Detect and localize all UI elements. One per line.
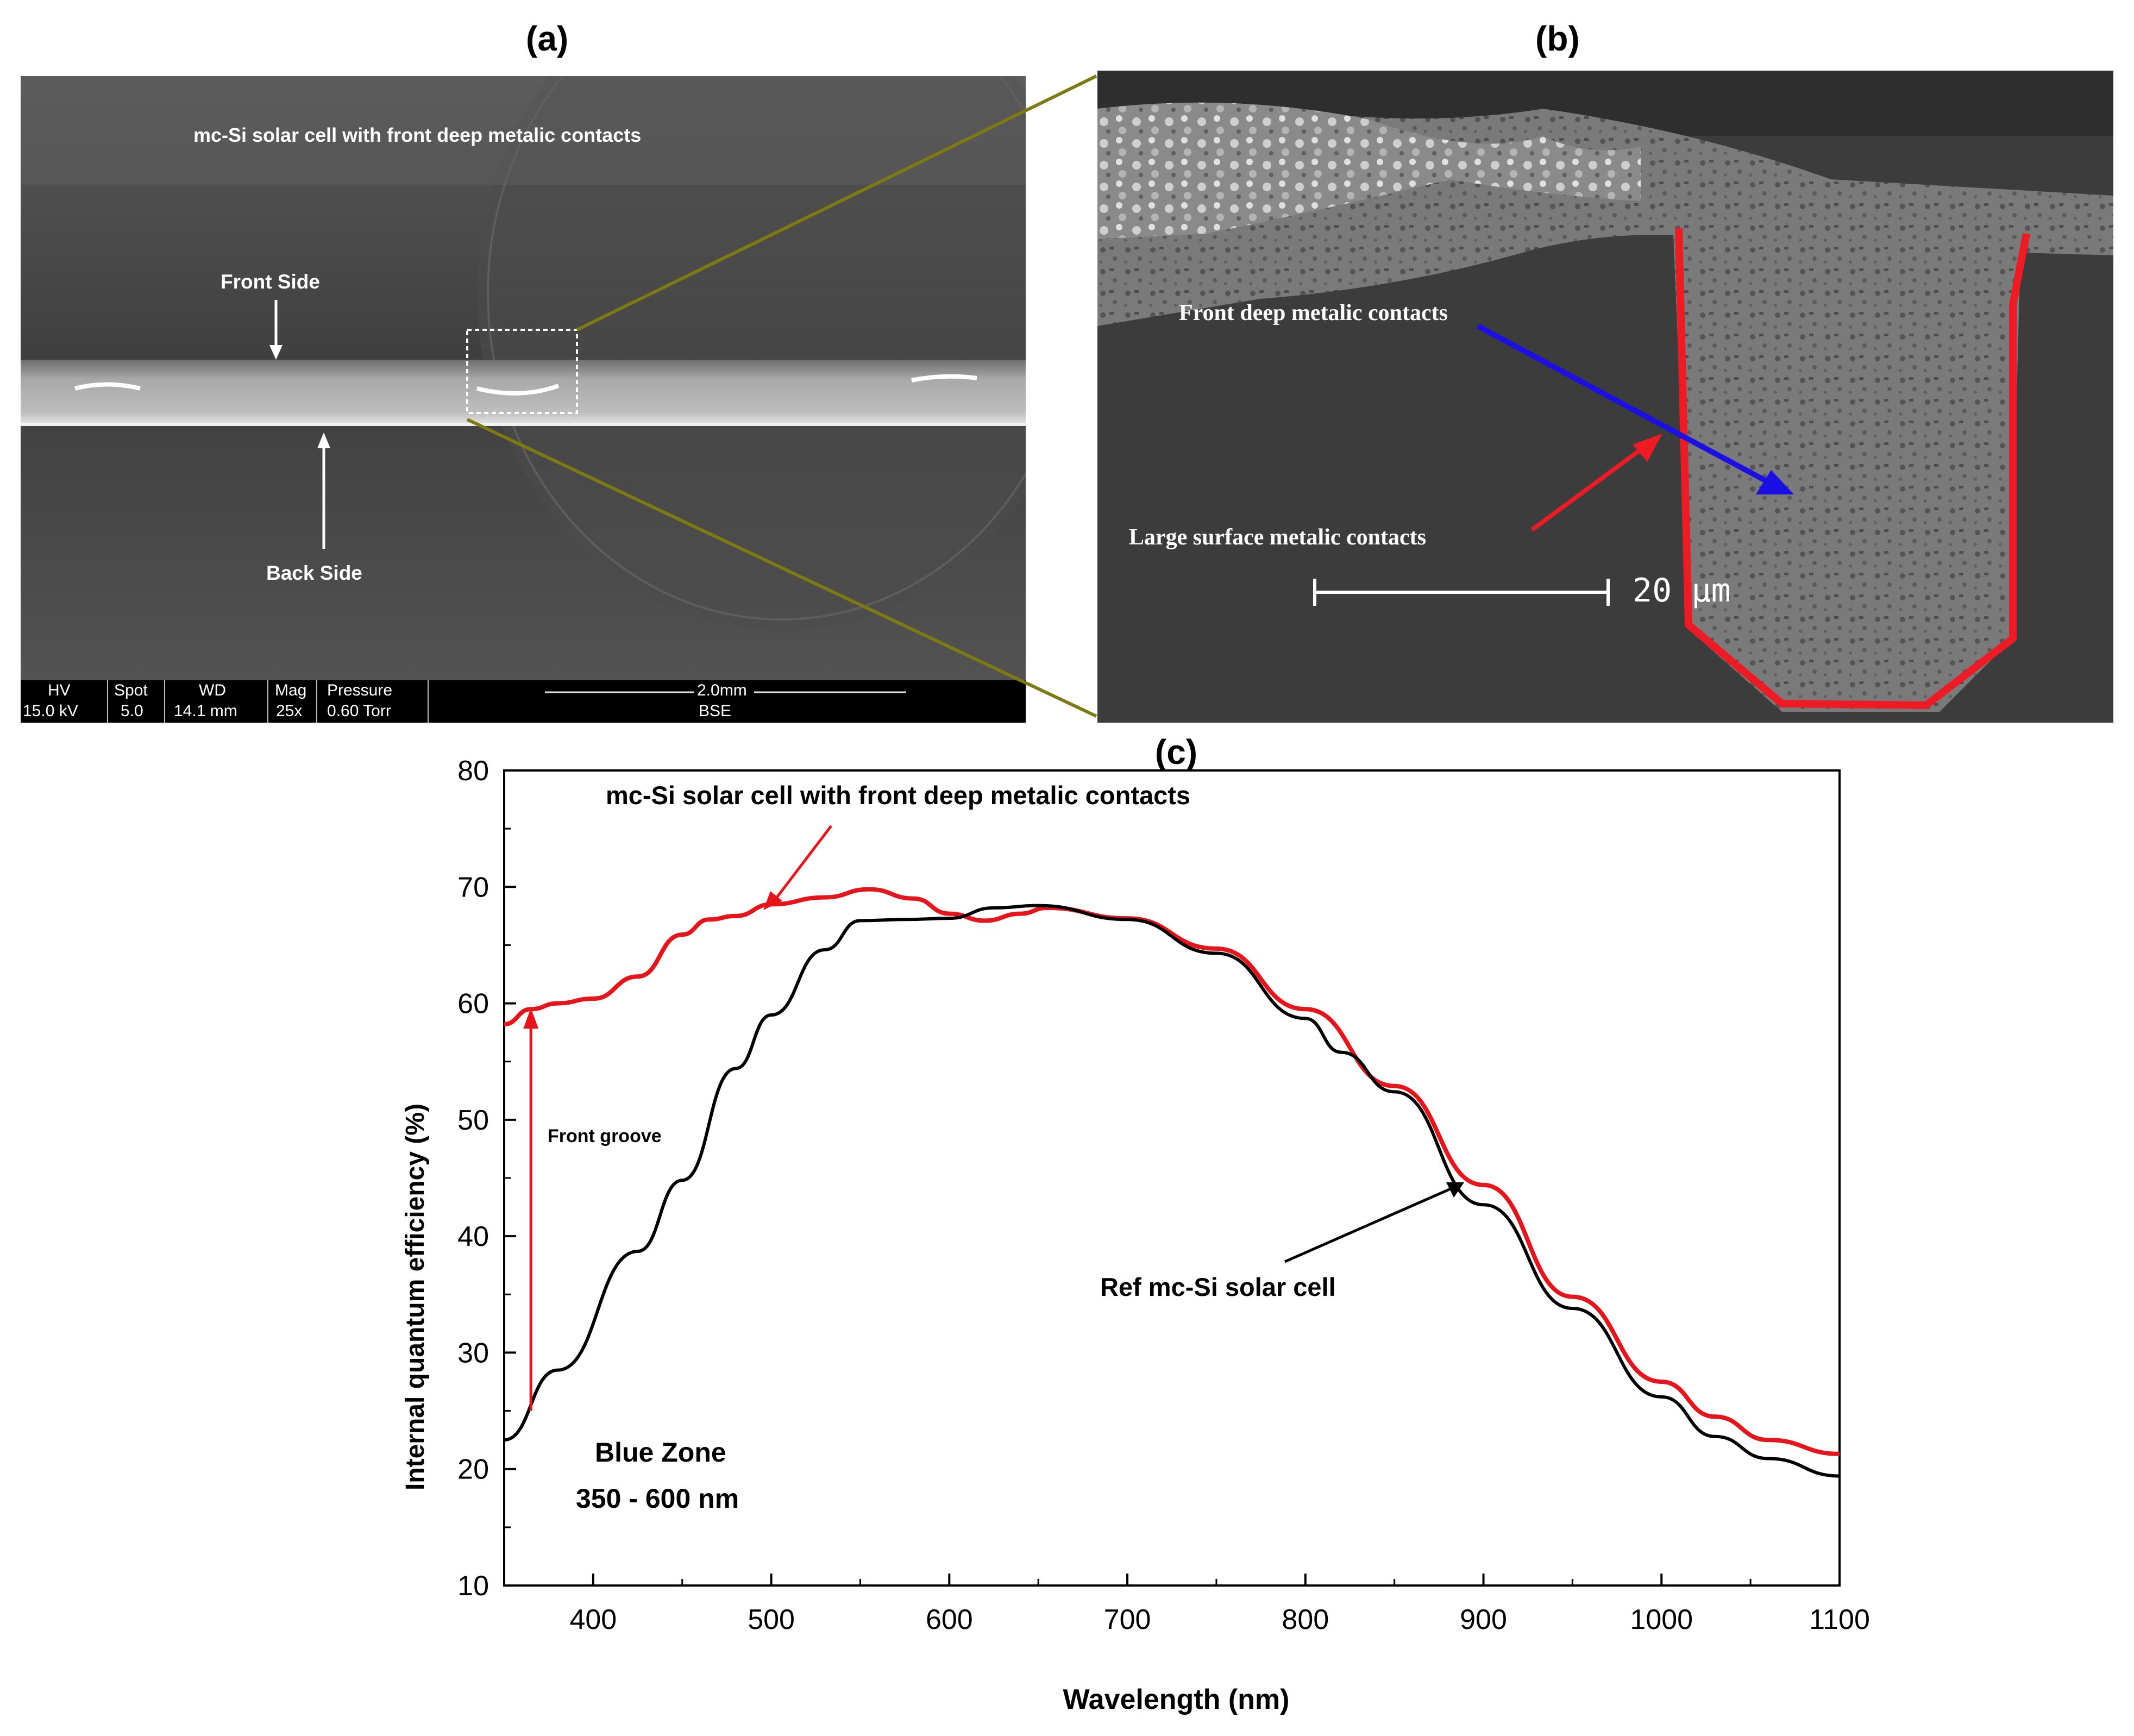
x-axis-label: Wavelength (nm) [1063,1684,1290,1715]
sem-bar-hv-value: 15.0 kV [23,702,78,720]
y-tick-label: 60 [457,988,489,1020]
front-groove-arrowhead [523,1008,539,1029]
sem-bar-spot-header: Spot [114,681,148,699]
sem-bar-hv-header: HV [48,681,71,699]
y-axis-label: Internal quantum efficiency (%) [401,1104,430,1490]
black-annotation-arrow [1284,1187,1452,1263]
sem-bar-mag-value: 25x [276,702,303,720]
y-tick-label: 80 [457,755,489,787]
sem-bar-wd-value: 14.1 mm [174,702,237,720]
sem-bar-wd-header: WD [199,681,226,699]
sem-image-a-graphic [21,76,1026,723]
red-annotation-arrow [773,825,832,902]
sem-bar-mode: BSE [699,702,732,720]
sem-image-a: mc-Si solar cell with front deep metalic… [21,76,1026,723]
sem-bar-spot-value: 5.0 [121,702,143,720]
y-tick-label: 40 [457,1221,489,1252]
front-contacts-label: Front deep metalic contacts [1179,300,1448,325]
blue-zone-range: 350 - 600 nm [576,1483,739,1514]
y-tick-label: 50 [457,1105,489,1136]
red-curve-annotation: mc-Si solar cell with front deep metalic… [606,781,1190,810]
iqe-chart: (c) 400 500 600 700 800 900 1000 1100 10 20 30 40 50… [401,732,1870,1715]
sem-image-b-graphic [1097,71,2113,723]
sem-bar-pressure-header: Pressure [327,681,393,699]
front-groove-label: Front groove [548,1126,662,1146]
x-tick-label: 1100 [1809,1604,1870,1635]
front-side-label: Front Side [221,271,320,293]
panel-b-label: (b) [1535,19,1580,58]
series-line-reference [504,904,1840,1478]
series-line-deep-contacts [504,887,1840,1456]
x-tick-label: 500 [748,1604,795,1635]
x-tick-label: 900 [1460,1604,1507,1635]
blue-zone-label: Blue Zone [595,1437,726,1468]
sem-bar-pressure-value: 0.60 Torr [327,702,391,720]
y-tick-label: 30 [457,1337,489,1369]
scale-20um-label: 20 µm [1633,572,1731,610]
y-tick-label: 20 [457,1454,489,1486]
red-annotation-arrowhead [763,891,782,910]
sem-bar-mag-header: Mag [275,681,307,699]
x-tick-label: 700 [1104,1604,1151,1635]
surface-contacts-label: Large surface metalic contacts [1129,525,1426,550]
black-annotation-arrowhead [1446,1182,1464,1198]
sem-bar-scale: 2.0mm [697,681,747,699]
black-curve-annotation: Ref mc-Si solar cell [1100,1273,1336,1301]
series-layer [504,887,1840,1478]
sem-a-title: mc-Si solar cell with front deep metalic… [193,124,642,146]
x-tick-label: 600 [926,1604,973,1635]
axis-ticks: 400 500 600 700 800 900 1000 1100 10 20 30 40 50 60 70… [457,755,1870,1635]
y-tick-label: 10 [457,1570,489,1602]
y-tick-label: 70 [457,872,489,903]
x-tick-label: 800 [1282,1604,1329,1635]
x-tick-label: 400 [569,1604,617,1635]
x-tick-label: 1000 [1630,1604,1693,1635]
sem-image-b: Front deep metalic contacts Large surfac… [1097,71,2113,723]
panel-a-label: (a) [526,19,569,58]
back-side-label: Back Side [266,562,362,584]
panel-c-label: (c) [1155,732,1197,772]
